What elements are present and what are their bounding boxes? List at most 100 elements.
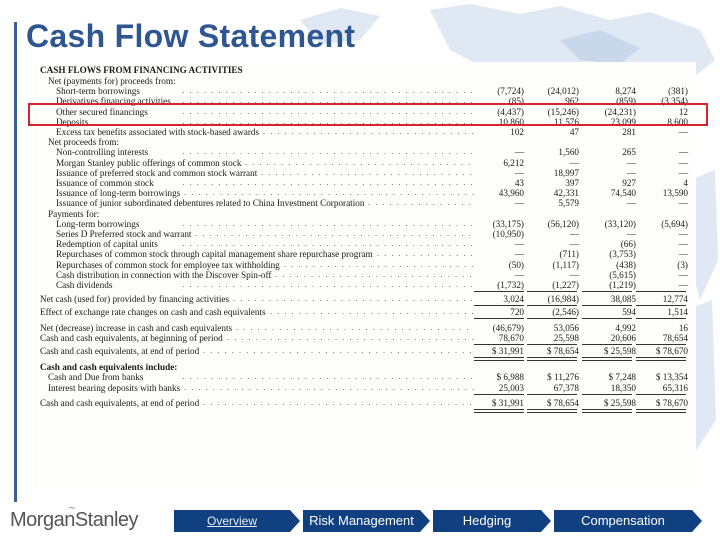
row-value: — (514, 167, 524, 178)
dot-leader: . . . . . . . . . . . . . . . . . . . . … (203, 397, 474, 407)
row-value: (381) (668, 86, 688, 97)
tab-arrow-icon (420, 510, 430, 532)
row-label: Net (payments for) proceeds from: (48, 76, 176, 86)
row-value: 265 (622, 147, 636, 158)
total-rule (474, 291, 524, 292)
row-value: — (678, 269, 688, 280)
row-value: (4,437) (497, 106, 524, 117)
row-value: 18,997 (553, 167, 579, 178)
tab-risk-management[interactable]: Risk Management (303, 510, 420, 532)
row-value: (24,231) (604, 106, 636, 117)
dot-leader: . . . . . . . . . . . . . . . . . . . . … (182, 116, 474, 126)
tab-compensation[interactable]: Compensation (554, 510, 692, 532)
row-label: Cash and Due from banks (48, 372, 144, 383)
total-rule (527, 305, 577, 307)
dot-leader: . . . . . . . . . . . . . . . . . . . . … (261, 167, 474, 177)
row-value: (85) (508, 96, 524, 107)
row-value: — (514, 269, 524, 280)
title-accent-bar (14, 22, 17, 502)
table-row: Cash and cash equivalents, at end of per… (34, 346, 696, 356)
tab-arrow-icon (290, 510, 300, 532)
table-row: Interest bearing deposits with banks. . … (34, 383, 696, 393)
row-value: 6,212 (503, 157, 524, 168)
row-value: (33,175) (492, 218, 524, 229)
row-value: 4 (683, 178, 688, 188)
row-value: 5,579 (558, 198, 579, 209)
row-value: 67,378 (553, 382, 579, 393)
table-row: Issuance of junior subordinated debentur… (34, 198, 696, 208)
row-value: — (569, 269, 579, 280)
dot-leader: . . . . . . . . . . . . . . . . . . . . … (182, 96, 474, 106)
total-rule (582, 305, 632, 307)
row-label: Cash and cash equivalents, at end of per… (40, 397, 200, 408)
total-rule (636, 305, 686, 307)
total-rule (527, 343, 577, 345)
row-label: Net cash (used for) provided by financin… (40, 294, 230, 305)
total-rule (527, 291, 577, 292)
tab-arrow-icon (692, 510, 702, 532)
dot-leader: . . . . . . . . . . . . . . . . . . . . … (182, 147, 474, 157)
row-label: Effect of exchange rate changes on cash … (40, 307, 266, 318)
row-value: (10,950) (492, 229, 524, 239)
table-row: Long-term borrowings . . . . . . . . . . … (34, 219, 696, 229)
dot-leader: . . . . . . . . . . . . . . . . . . . . … (263, 127, 474, 136)
row-value: (3) (677, 259, 688, 270)
row-value: — (626, 229, 636, 239)
total-rule (474, 305, 524, 307)
row-value: 3,024 (503, 294, 524, 305)
row-value: — (514, 147, 524, 158)
tab-overview[interactable]: Overview (174, 510, 290, 532)
row-value: 38,085 (610, 294, 636, 305)
dot-leader: . . . . . . . . . . . . . . . . . . . . … (182, 239, 474, 249)
row-label: Cash distribution in connection with the… (56, 269, 272, 280)
row-value: — (678, 127, 688, 137)
dot-leader: . . . . . . . . . . . . . . . . . . . . … (195, 229, 474, 238)
row-label: Long-term borrowings (56, 218, 140, 229)
cash-flow-table: CASH FLOWS FROM FINANCING ACTIVITIES Net… (34, 62, 696, 490)
morgan-stanley-logo: MorganStanley ∼ (10, 503, 139, 532)
total-rule (582, 318, 632, 320)
row-value: 12,774 (662, 294, 688, 305)
row-value: — (626, 167, 636, 178)
logo-text: MorganStanley (10, 509, 139, 531)
footer: MorganStanley ∼ Overview Risk Management… (0, 500, 720, 540)
tab-arrow-icon (541, 510, 551, 532)
dot-leader: . . . . . . . . . . . . . . . . . . . . … (182, 372, 474, 382)
row-value: — (514, 249, 524, 260)
row-value: (7,724) (497, 86, 524, 97)
dot-leader: . . . . . . . . . . . . . . . . . . . . … (368, 198, 474, 208)
row-value: (56,120) (547, 218, 579, 229)
total-rule (582, 393, 632, 395)
row-value: (24,012) (547, 86, 579, 97)
row-value: (3,354) (661, 96, 688, 107)
total-rule (527, 357, 577, 361)
row-value: 65,316 (662, 382, 688, 393)
row-value: (1,732) (497, 280, 524, 290)
row-label: Cash and cash equivalents include: (40, 362, 178, 373)
row-value: 11,576 (554, 116, 579, 127)
dot-leader: . . . . . . . . . . . . . . . . . . . . … (184, 188, 474, 198)
row-label: Cash and cash equivalents, at end of per… (40, 346, 200, 356)
row-value: — (626, 198, 636, 209)
table-row: Net cash (used for) provided by financin… (34, 294, 696, 304)
total-rule (527, 408, 577, 413)
dot-leader: . . . . . . . . . . . . . . . . . . . . … (182, 280, 474, 289)
table-row: Cash dividends . . . . . . . . . . . . . … (34, 280, 696, 290)
row-value: 43 (514, 178, 524, 188)
table-row: Net (payments for) proceeds from: (34, 76, 696, 86)
row-value: $ 6,988 (496, 372, 524, 383)
table-row: Cash and cash equivalents, at beginning … (34, 333, 696, 343)
row-value: (711) (559, 249, 579, 260)
table-row: Series D Preferred stock and warrant. . … (34, 229, 696, 239)
total-rule (474, 343, 524, 345)
row-value: 720 (510, 307, 524, 318)
row-value: — (569, 239, 579, 250)
row-value: 8,274 (615, 86, 636, 97)
tab-hedging[interactable]: Hedging (433, 510, 541, 532)
row-value: — (514, 198, 524, 209)
dot-leader: . . . . . . . . . . . . . . . . . . . . … (275, 269, 474, 279)
row-label: Excess tax benefits associated with stoc… (56, 127, 260, 137)
row-value: 53,056 (553, 322, 579, 333)
row-label: Repurchases of common stock through capi… (56, 249, 373, 260)
row-value: 397 (565, 178, 579, 188)
